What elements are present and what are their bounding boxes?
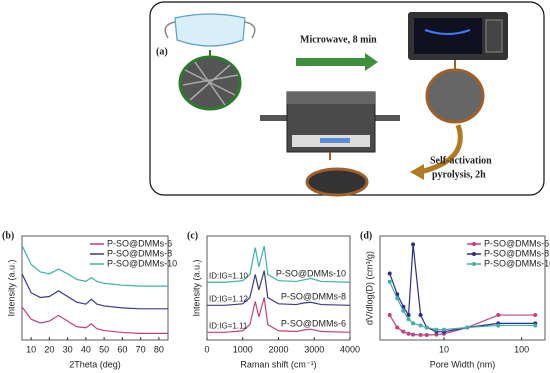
- mask: [174, 13, 246, 47]
- porous-zoom: [305, 167, 369, 197]
- series-line: [21, 273, 168, 310]
- marker: [424, 333, 429, 338]
- carbon-zoom: [425, 68, 485, 124]
- marker: [406, 317, 411, 322]
- series-line: [207, 297, 351, 333]
- marker: [401, 329, 406, 334]
- marker: [395, 296, 400, 301]
- x-tick-label: 20: [44, 344, 54, 354]
- annotation: ID:IG=1.12: [209, 294, 248, 303]
- legend-marker: [472, 252, 476, 256]
- marker: [401, 308, 406, 313]
- panel-label: (d): [360, 230, 372, 241]
- x-tick-label: 40: [81, 344, 91, 354]
- series-label: P-SO@DMMs-10: [276, 269, 346, 279]
- y-axis-label: Intensity (a.u.): [6, 259, 16, 316]
- marker: [406, 313, 411, 318]
- fibers: [182, 61, 239, 106]
- marker: [418, 313, 423, 318]
- x-tick-label: 100: [514, 344, 529, 354]
- marker: [387, 313, 392, 318]
- series-line: [207, 270, 351, 306]
- x-tick-label: 0: [204, 344, 209, 354]
- glow: [424, 29, 471, 35]
- panel: [485, 19, 503, 53]
- marker: [434, 327, 439, 332]
- marker: [411, 242, 416, 247]
- x-axis-label: 2Theta (deg): [69, 359, 121, 369]
- x-tick-label: 80: [154, 344, 164, 354]
- schematic-label: (a): [156, 46, 168, 57]
- y-axis-label: Intensity (a.u.): [191, 259, 201, 316]
- marker: [411, 321, 416, 326]
- x-tick-label: 2000: [268, 344, 288, 354]
- series-line: [21, 245, 168, 287]
- x-tick-label: 3000: [304, 344, 324, 354]
- x-axis-label: Pore Width (nm): [430, 359, 496, 369]
- x-tick-label: 30: [63, 344, 73, 354]
- marker: [533, 313, 538, 318]
- arrow-right: [296, 53, 378, 71]
- display: [320, 138, 350, 143]
- x-tick-label: 1000: [233, 344, 253, 354]
- marker: [418, 333, 423, 338]
- panel-label: (c): [187, 230, 198, 241]
- x-tick-label: 60: [117, 344, 127, 354]
- plot-frame: [21, 235, 169, 341]
- x-tick-label: 10: [439, 344, 449, 354]
- marker: [387, 279, 392, 284]
- legend-label: P-SO@DMMs-10: [484, 258, 550, 268]
- schematic: (a) Microwave, 8 min Self-activation pyr…: [149, 1, 545, 197]
- legend-label: P-SO@DMMs-8: [107, 248, 172, 258]
- marker: [387, 271, 392, 276]
- marker: [441, 327, 446, 332]
- marker: [533, 323, 538, 328]
- series-line: [207, 245, 351, 283]
- marker: [411, 332, 416, 337]
- legend-label: P-SO@DMMs-8: [484, 248, 549, 258]
- series-line: [389, 281, 536, 331]
- legend-label: P-SO@DMMs-10: [107, 258, 177, 268]
- x-tick-label: 4000: [340, 344, 360, 354]
- x-tick-label: 50: [99, 344, 109, 354]
- marker: [465, 325, 470, 330]
- y-axis-label: dV/dlog(D) (cm³/g): [364, 251, 374, 325]
- marker: [395, 325, 400, 330]
- plot-frame: [379, 235, 546, 341]
- microwave-door: [414, 18, 482, 54]
- series-label: P-SO@DMMs-6: [281, 319, 346, 329]
- step2: pyrolysis, 2h: [432, 169, 486, 180]
- legend-label: P-SO@DMMs-6: [107, 238, 172, 248]
- legend-marker: [472, 242, 476, 246]
- marker: [418, 323, 423, 328]
- marker: [496, 313, 501, 318]
- panel-label: (b): [2, 230, 14, 241]
- step1: Microwave, 8 min: [300, 34, 377, 45]
- annotation: ID:IG=1.10: [209, 271, 248, 280]
- marker: [496, 323, 501, 328]
- marker: [406, 331, 411, 336]
- step2: Self-activation: [430, 155, 492, 166]
- legend-marker: [472, 262, 476, 266]
- x-tick-label: 10: [26, 344, 36, 354]
- series-line: [21, 306, 168, 334]
- x-axis-label: Raman shift (cm⁻¹): [240, 359, 316, 369]
- arrow-head: [410, 164, 424, 180]
- series-label: P-SO@DMMs-8: [281, 292, 346, 302]
- curved-arrow: [419, 124, 463, 175]
- annotation: ID:IG=1.11: [209, 321, 248, 330]
- legend-label: P-SO@DMMs-6: [484, 238, 549, 248]
- x-tick-label: 70: [136, 344, 146, 354]
- marker: [424, 325, 429, 330]
- furnace-top: [287, 92, 375, 104]
- marker: [434, 332, 439, 337]
- mask-straps: [164, 21, 256, 39]
